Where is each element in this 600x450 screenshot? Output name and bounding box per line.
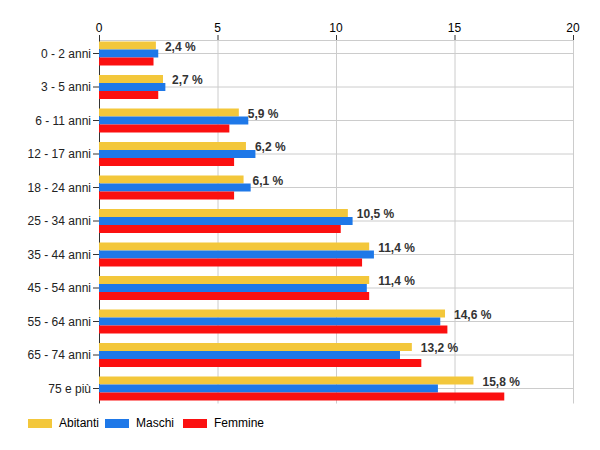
bar-maschi[interactable] <box>99 50 158 58</box>
bar-femmine[interactable] <box>99 192 234 200</box>
value-label: 2,7 % <box>172 73 203 87</box>
value-label: 10,5 % <box>357 207 395 221</box>
value-label: 11,4 % <box>378 274 415 288</box>
x-tick-label: 0 <box>96 21 103 35</box>
value-label: 11,4 % <box>378 241 415 255</box>
x-tick-label: 10 <box>329 21 343 35</box>
value-label: 15,8 % <box>482 375 520 389</box>
category-label: 18 - 24 anni <box>28 181 91 195</box>
bar-femmine[interactable] <box>99 158 234 166</box>
category-label: 3 - 5 anni <box>41 80 91 94</box>
legend-label-femmine: Femmine <box>214 416 264 430</box>
legend-item-abitanti[interactable]: Abitanti <box>28 416 99 430</box>
legend-swatch-femmine <box>183 419 207 428</box>
category-label: 6 - 11 anni <box>35 114 91 128</box>
bar-maschi[interactable] <box>99 83 165 91</box>
legend-item-femmine[interactable]: Femmine <box>183 416 264 430</box>
bar-maschi[interactable] <box>99 284 367 292</box>
value-label: 13,2 % <box>421 341 459 355</box>
x-tick-label: 15 <box>448 21 462 35</box>
value-label: 5,9 % <box>248 107 279 121</box>
bar-maschi[interactable] <box>99 251 374 259</box>
bar-abitanti[interactable] <box>99 109 239 117</box>
value-label: 14,6 % <box>454 308 492 322</box>
bar-maschi[interactable] <box>99 351 400 359</box>
bar-abitanti[interactable] <box>99 276 369 284</box>
x-tick-label: 5 <box>214 21 221 35</box>
category-label: 75 e più <box>48 382 91 396</box>
category-label: 25 - 34 anni <box>28 214 91 228</box>
value-label: 6,1 % <box>253 174 284 188</box>
bar-femmine[interactable] <box>99 125 229 133</box>
bar-femmine[interactable] <box>99 292 369 300</box>
bar-abitanti[interactable] <box>99 176 244 184</box>
bar-abitanti[interactable] <box>99 343 412 351</box>
category-label: 35 - 44 anni <box>28 248 91 262</box>
bar-abitanti[interactable] <box>99 243 369 251</box>
legend-label-abitanti: Abitanti <box>59 416 99 430</box>
bar-maschi[interactable] <box>99 117 248 125</box>
category-label: 55 - 64 anni <box>28 315 91 329</box>
legend-label-maschi: Maschi <box>136 416 174 430</box>
bar-femmine[interactable] <box>99 91 158 99</box>
bar-femmine[interactable] <box>99 58 154 66</box>
bar-maschi[interactable] <box>99 150 255 158</box>
bar-abitanti[interactable] <box>99 377 473 385</box>
value-label: 2,4 % <box>165 40 196 54</box>
bar-femmine[interactable] <box>99 225 341 233</box>
bar-maschi[interactable] <box>99 318 440 326</box>
bar-maschi[interactable] <box>99 385 438 393</box>
bar-abitanti[interactable] <box>99 42 156 50</box>
value-label: 6,2 % <box>255 140 286 154</box>
category-label: 65 - 74 anni <box>28 348 91 362</box>
bar-chart: 0 5 10 15 20 0 - 2 anni 2,4 % 3 - 5 anni 2,7 % 6 … <box>0 0 600 450</box>
category-label: 0 - 2 anni <box>41 47 91 61</box>
chart-legend: Abitanti Maschi Femmine <box>0 416 600 432</box>
bar-abitanti[interactable] <box>99 209 348 217</box>
bar-maschi[interactable] <box>99 184 251 192</box>
legend-item-maschi[interactable]: Maschi <box>105 416 174 430</box>
bar-abitanti[interactable] <box>99 142 246 150</box>
bar-maschi[interactable] <box>99 217 353 225</box>
bar-femmine[interactable] <box>99 393 504 401</box>
bar-femmine[interactable] <box>99 326 447 334</box>
legend-swatch-abitanti <box>28 419 52 428</box>
bar-femmine[interactable] <box>99 259 362 267</box>
category-label: 12 - 17 anni <box>28 147 91 161</box>
x-tick-label: 20 <box>566 21 580 35</box>
bar-abitanti[interactable] <box>99 310 445 318</box>
chart-plot-area: 0 5 10 15 20 0 - 2 anni 2,4 % 3 - 5 anni 2,7 % 6 … <box>0 0 600 450</box>
legend-swatch-maschi <box>105 419 129 428</box>
bar-abitanti[interactable] <box>99 75 163 83</box>
category-label: 45 - 54 anni <box>28 281 91 295</box>
bar-femmine[interactable] <box>99 359 421 367</box>
